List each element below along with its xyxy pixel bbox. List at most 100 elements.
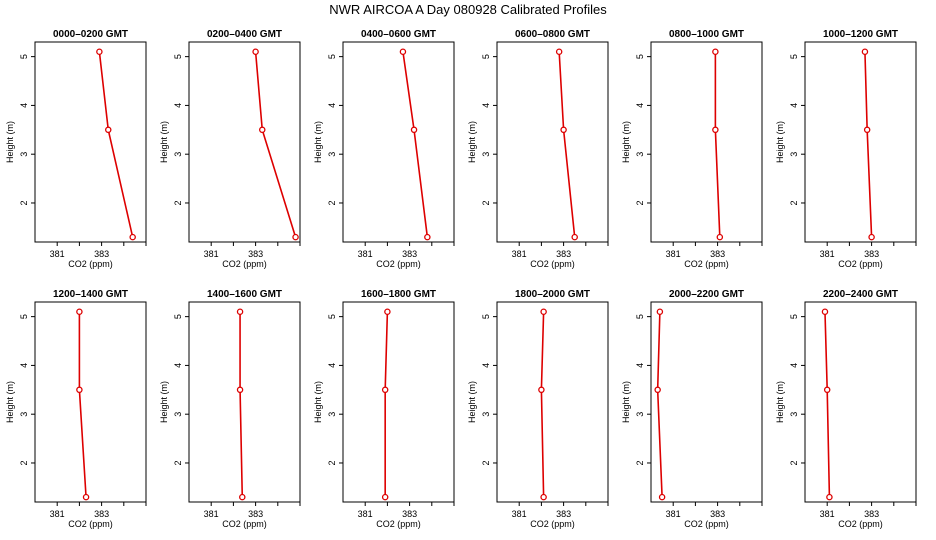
y-tick-label: 3 bbox=[327, 412, 337, 417]
x-tick-label: 383 bbox=[710, 249, 725, 259]
y-tick-label: 2 bbox=[635, 200, 645, 205]
x-tick-label: 381 bbox=[666, 509, 681, 519]
x-axis-label: CO2 (ppm) bbox=[376, 519, 421, 529]
plot-frame bbox=[650, 301, 763, 503]
y-tick-label: 3 bbox=[635, 412, 645, 417]
data-point bbox=[540, 493, 547, 501]
data-point bbox=[868, 233, 875, 241]
x-tick-label: 383 bbox=[94, 509, 109, 519]
data-point bbox=[381, 493, 389, 501]
profile-line bbox=[402, 51, 429, 238]
y-axis-label: Height (m) bbox=[5, 381, 15, 423]
y-tick-label: 4 bbox=[19, 103, 29, 108]
y-axis-label: Height (m) bbox=[621, 121, 631, 163]
x-axis-label: CO2 (ppm) bbox=[222, 259, 267, 269]
x-tick-label: 383 bbox=[710, 509, 725, 519]
panel-title: 1200–1400 GMT bbox=[53, 289, 128, 300]
x-tick-label: 383 bbox=[402, 249, 417, 259]
profile-line bbox=[384, 311, 389, 498]
y-tick-label: 4 bbox=[481, 103, 491, 108]
y-tick-label: 3 bbox=[173, 152, 183, 157]
data-point bbox=[129, 233, 136, 241]
y-tick-label: 2 bbox=[789, 460, 799, 465]
y-tick-label: 2 bbox=[789, 200, 799, 205]
panel-title: 0600–0800 GMT bbox=[515, 29, 590, 40]
profile-line bbox=[239, 311, 244, 498]
y-tick-label: 5 bbox=[327, 314, 337, 319]
y-tick-label: 5 bbox=[19, 54, 29, 59]
y-axis-label: Height (m) bbox=[467, 121, 477, 163]
x-axis-label: CO2 (ppm) bbox=[838, 519, 883, 529]
y-tick-label: 3 bbox=[481, 412, 491, 417]
y-tick-label: 3 bbox=[635, 152, 645, 157]
panel-7: 1200–1400 GMT 381 383 2 3 4 5 CO2 (ppm) Height (… bbox=[5, 289, 147, 529]
y-tick-label: 3 bbox=[481, 152, 491, 157]
panel-11: 2000–2200 GMT 381 383 2 3 4 5 CO2 (ppm) Height (… bbox=[621, 289, 763, 529]
y-tick-label: 4 bbox=[327, 103, 337, 108]
x-axis-label: CO2 (ppm) bbox=[530, 259, 575, 269]
x-tick-label: 381 bbox=[666, 249, 681, 259]
x-tick-label: 381 bbox=[820, 509, 835, 519]
x-axis-label: CO2 (ppm) bbox=[68, 519, 113, 529]
plot-frame bbox=[34, 301, 147, 503]
data-point bbox=[76, 386, 83, 394]
panel-title: 2000–2200 GMT bbox=[669, 289, 744, 300]
x-tick-label: 383 bbox=[556, 249, 571, 259]
plot-frame bbox=[342, 301, 455, 503]
panel-9: 1600–1800 GMT 381 383 2 3 4 5 CO2 (ppm) Height (… bbox=[313, 289, 455, 529]
data-point bbox=[410, 126, 418, 134]
profile-line bbox=[824, 311, 831, 498]
y-tick-label: 5 bbox=[635, 54, 645, 59]
data-point bbox=[384, 308, 391, 316]
panel-title: 1000–1200 GMT bbox=[823, 29, 898, 40]
y-tick-label: 5 bbox=[173, 54, 183, 59]
x-tick-label: 381 bbox=[50, 509, 65, 519]
y-tick-label: 5 bbox=[173, 314, 183, 319]
panel-3: 0400–0600 GMT 381 383 2 3 4 5 CO2 (ppm) Height (… bbox=[313, 29, 455, 269]
x-tick-label: 383 bbox=[864, 249, 879, 259]
data-point bbox=[823, 386, 831, 394]
y-tick-label: 2 bbox=[481, 460, 491, 465]
y-axis-label: Height (m) bbox=[621, 381, 631, 423]
panel-title: 2200–2400 GMT bbox=[823, 289, 898, 300]
y-tick-label: 2 bbox=[481, 200, 491, 205]
y-tick-label: 3 bbox=[789, 412, 799, 417]
data-point bbox=[656, 308, 664, 316]
data-point bbox=[96, 48, 103, 56]
y-axis-label: Height (m) bbox=[159, 121, 169, 163]
y-tick-label: 4 bbox=[173, 363, 183, 368]
y-axis-label: Height (m) bbox=[159, 381, 169, 423]
x-axis-label: CO2 (ppm) bbox=[530, 519, 575, 529]
y-tick-label: 4 bbox=[789, 103, 799, 108]
data-point bbox=[540, 308, 547, 316]
data-point bbox=[76, 308, 83, 316]
data-point bbox=[236, 308, 244, 316]
y-tick-label: 3 bbox=[327, 152, 337, 157]
data-point bbox=[239, 493, 246, 501]
panel-title: 1600–1800 GMT bbox=[361, 289, 436, 300]
plot-frame bbox=[804, 41, 917, 243]
y-tick-label: 3 bbox=[173, 412, 183, 417]
y-tick-label: 4 bbox=[481, 363, 491, 368]
y-axis-label: Height (m) bbox=[313, 381, 323, 423]
x-axis-label: CO2 (ppm) bbox=[222, 519, 267, 529]
x-tick-label: 383 bbox=[248, 509, 263, 519]
panel-title: 0200–0400 GMT bbox=[207, 29, 282, 40]
panel-2: 0200–0400 GMT 381 383 2 3 4 5 CO2 (ppm) Height (… bbox=[159, 29, 301, 269]
x-axis-label: CO2 (ppm) bbox=[684, 519, 729, 529]
x-tick-label: 381 bbox=[820, 249, 835, 259]
panel-8: 1400–1600 GMT 381 383 2 3 4 5 CO2 (ppm) Height (… bbox=[159, 289, 301, 529]
y-tick-label: 5 bbox=[481, 314, 491, 319]
profile-line bbox=[254, 51, 297, 238]
plot-frame bbox=[342, 41, 455, 243]
y-tick-label: 4 bbox=[327, 363, 337, 368]
profile-line bbox=[540, 311, 545, 498]
data-point bbox=[82, 493, 90, 501]
y-axis-label: Height (m) bbox=[775, 381, 785, 423]
profile-line bbox=[714, 51, 721, 238]
plot-frame bbox=[34, 41, 147, 243]
data-point bbox=[712, 126, 719, 134]
data-point bbox=[424, 233, 431, 241]
data-point bbox=[105, 126, 112, 134]
y-axis-label: Height (m) bbox=[313, 121, 323, 163]
